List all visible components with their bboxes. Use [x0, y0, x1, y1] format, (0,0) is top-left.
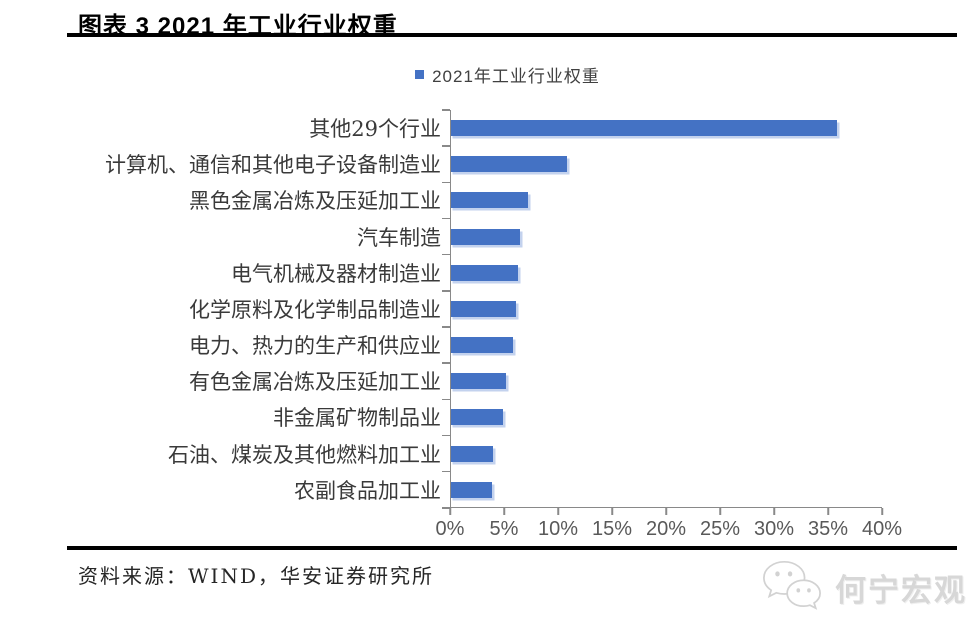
chart-row: 有色金属冶炼及压延加工业	[82, 362, 882, 399]
bar-chart: 其他29个行业计算机、通信和其他电子设备制造业黑色金属冶炼及压延加工业汽车制造电…	[82, 109, 902, 540]
bar-track	[442, 145, 882, 182]
bar-track	[442, 470, 882, 508]
chart-row: 汽车制造	[82, 217, 882, 255]
chart-row: 非金属矿物制品业	[82, 398, 882, 435]
chart-row: 黑色金属冶炼及压延加工业	[82, 181, 882, 218]
category-label: 非金属矿物制品业	[273, 406, 441, 431]
x-axis-label: 5%	[489, 518, 519, 540]
category-label: 农副食品加工业	[294, 478, 441, 503]
wechat-icon	[763, 560, 821, 610]
bar	[450, 373, 507, 390]
chart-row: 化学原料及化学制品制造业	[82, 290, 882, 327]
bar-track	[442, 290, 882, 327]
bar	[450, 120, 837, 137]
category-label: 石油、煤炭及其他燃料加工业	[168, 442, 441, 467]
bar-track	[442, 109, 882, 146]
bar-track	[442, 398, 882, 435]
bar-track	[442, 181, 882, 218]
legend-marker-icon	[415, 70, 425, 79]
x-axis-tick	[503, 508, 505, 515]
chart-legend: 2021年工业行业权重	[18, 62, 979, 87]
category-label: 其他29个行业	[309, 117, 441, 142]
bar	[450, 228, 521, 245]
chart-row: 电力、热力的生产和供应业	[82, 326, 882, 363]
bar	[450, 192, 528, 209]
watermark-text: 何宁宏观	[835, 572, 967, 608]
x-axis-tick	[611, 508, 613, 515]
x-axis-label: 0%	[435, 518, 465, 540]
bar	[450, 445, 494, 462]
bar	[450, 481, 493, 498]
chart-row: 其他29个行业	[82, 109, 882, 146]
category-label: 黑色金属冶炼及压延加工业	[189, 189, 441, 214]
bar	[450, 409, 503, 426]
chart-row: 石油、煤炭及其他燃料加工业	[82, 434, 882, 472]
bar-track	[442, 434, 882, 472]
x-axis-tick	[773, 508, 775, 515]
category-label: 化学原料及化学制品制造业	[189, 297, 441, 322]
x-axis-tick	[449, 508, 451, 515]
x-axis-label: 30%	[753, 518, 795, 540]
x-axis-tick	[827, 508, 829, 515]
x-axis-label: 25%	[699, 518, 741, 540]
category-label: 汽车制造	[357, 225, 441, 250]
chart-row: 电气机械及器材制造业	[82, 253, 882, 291]
bar-track	[442, 253, 882, 291]
bar	[450, 264, 519, 281]
x-axis-label: 20%	[645, 518, 687, 540]
x-axis-tick	[719, 508, 721, 515]
bar	[450, 156, 567, 173]
title-divider	[67, 33, 957, 37]
x-axis: 0% 5% 10% 15% 20% 25% 30% 35% 40%	[436, 508, 902, 544]
x-axis-tick	[665, 508, 667, 515]
bar	[450, 300, 516, 317]
chart-row: 计算机、通信和其他电子设备制造业	[82, 145, 882, 182]
bar-track	[442, 326, 882, 363]
x-axis-tick	[881, 508, 883, 515]
category-label: 电气机械及器材制造业	[231, 261, 441, 286]
legend-label: 2021年工业行业权重	[432, 67, 600, 86]
category-label: 计算机、通信和其他电子设备制造业	[105, 153, 441, 178]
category-label: 电力、热力的生产和供应业	[189, 334, 441, 359]
x-axis-label: 40%	[861, 518, 903, 540]
x-axis-tick	[557, 508, 559, 515]
watermark: 何宁宏观	[761, 558, 967, 616]
x-axis-label: 10%	[537, 518, 579, 540]
x-axis-label: 15%	[591, 518, 633, 540]
bar-track	[442, 217, 882, 255]
category-label: 有色金属冶炼及压延加工业	[189, 370, 441, 395]
x-axis-label: 35%	[807, 518, 849, 540]
footer-divider	[67, 546, 957, 550]
bar	[450, 337, 513, 354]
bar-track	[442, 362, 882, 399]
chart-rows: 其他29个行业计算机、通信和其他电子设备制造业黑色金属冶炼及压延加工业汽车制造电…	[82, 109, 882, 508]
chart-row: 农副食品加工业	[82, 470, 882, 508]
source-note: 资料来源：WIND，华安证券研究所	[78, 564, 434, 588]
